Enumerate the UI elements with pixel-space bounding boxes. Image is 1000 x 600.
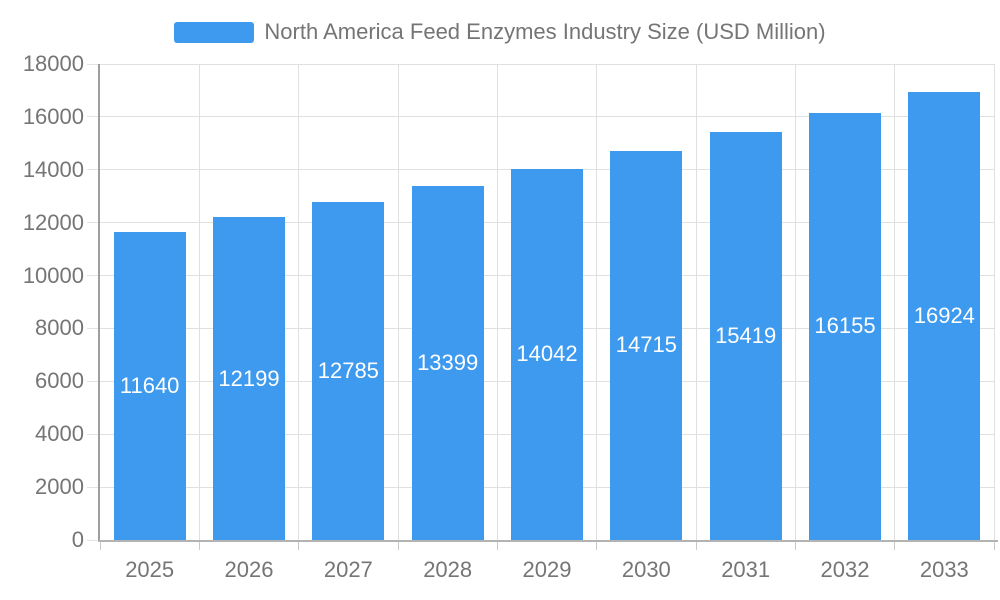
x-axis-tick-label: 2032 <box>820 557 870 582</box>
x-axis-tick <box>99 540 101 550</box>
bar[interactable] <box>411 185 484 540</box>
y-axis-tick <box>87 116 100 118</box>
bar-value-label: 14042 <box>516 341 578 367</box>
y-axis-tick <box>87 169 100 171</box>
y-axis-tick-label: 12000 <box>22 209 84 235</box>
x-axis-line <box>98 540 998 542</box>
x-axis-tick-label: 2033 <box>919 557 969 582</box>
bar-value-label: 15419 <box>715 323 777 349</box>
bar-value-label: 14715 <box>615 332 677 358</box>
x-axis-tick <box>894 540 896 550</box>
gridline-vertical <box>298 64 300 540</box>
y-axis-tick-label: 14000 <box>22 156 84 182</box>
y-axis-tick-label: 8000 <box>35 315 84 341</box>
x-axis-tick-label: 2026 <box>224 557 274 582</box>
y-axis-tick <box>87 275 100 277</box>
y-axis-tick <box>87 539 100 541</box>
gridline-vertical <box>894 64 896 540</box>
bar-value-label: 11640 <box>119 373 180 399</box>
bar[interactable] <box>610 150 683 540</box>
y-axis-tick-label: 4000 <box>35 421 84 447</box>
gridline-vertical <box>198 64 200 540</box>
bar[interactable] <box>113 232 186 540</box>
y-axis-tick <box>87 63 100 65</box>
x-axis-tick <box>695 540 697 550</box>
bar[interactable] <box>511 168 583 540</box>
x-axis-tick-label: 2029 <box>522 557 572 582</box>
x-axis-tick <box>397 540 399 550</box>
x-axis-tick-label: 2031 <box>721 557 771 582</box>
gridline-vertical <box>695 64 697 540</box>
bar[interactable] <box>312 201 385 540</box>
y-axis-tick <box>87 327 100 329</box>
y-axis-tick-label: 0 <box>71 527 84 552</box>
y-axis-tick-label: 6000 <box>35 368 84 394</box>
x-axis-tick <box>596 540 598 550</box>
y-axis-tick <box>87 222 100 224</box>
gridline-vertical <box>496 64 498 540</box>
gridline-vertical <box>596 64 598 540</box>
gridline-vertical <box>397 64 399 540</box>
y-axis-tick-label: 18000 <box>22 51 84 76</box>
x-axis-tick <box>496 540 498 550</box>
legend[interactable]: North America Feed Enzymes Industry Size… <box>0 19 1000 44</box>
y-axis-tick <box>87 486 100 488</box>
bar[interactable] <box>213 217 285 540</box>
bar-value-label: 16155 <box>814 313 876 339</box>
bar[interactable] <box>709 132 782 540</box>
bar[interactable] <box>908 92 981 540</box>
y-axis-line <box>98 64 100 540</box>
y-axis-tick-label: 10000 <box>22 262 84 288</box>
gridline-horizontal <box>100 63 994 65</box>
y-axis-tick-label: 2000 <box>35 474 84 500</box>
legend-label[interactable]: North America Feed Enzymes Industry Size… <box>264 19 826 44</box>
x-axis-tick-label: 2028 <box>423 557 473 582</box>
y-axis-tick <box>87 380 100 382</box>
y-axis-tick <box>87 433 100 435</box>
bar[interactable] <box>809 112 881 540</box>
bar-value-label: 16924 <box>913 303 975 329</box>
x-axis-tick-label: 2025 <box>125 557 175 582</box>
bar-value-label: 12199 <box>218 365 280 391</box>
x-axis-tick <box>993 540 995 550</box>
legend-swatch[interactable] <box>174 21 255 43</box>
x-axis-tick <box>198 540 200 550</box>
gridline-vertical <box>993 64 995 540</box>
y-axis-tick-label: 16000 <box>22 103 84 129</box>
bar-value-label: 13399 <box>417 349 479 375</box>
x-axis-tick <box>794 540 796 550</box>
x-axis-tick-label: 2027 <box>323 557 373 582</box>
bar-value-label: 12785 <box>317 357 379 383</box>
gridline-vertical <box>794 64 796 540</box>
x-axis-tick <box>298 540 300 550</box>
x-axis-tick-label: 2030 <box>621 557 671 582</box>
